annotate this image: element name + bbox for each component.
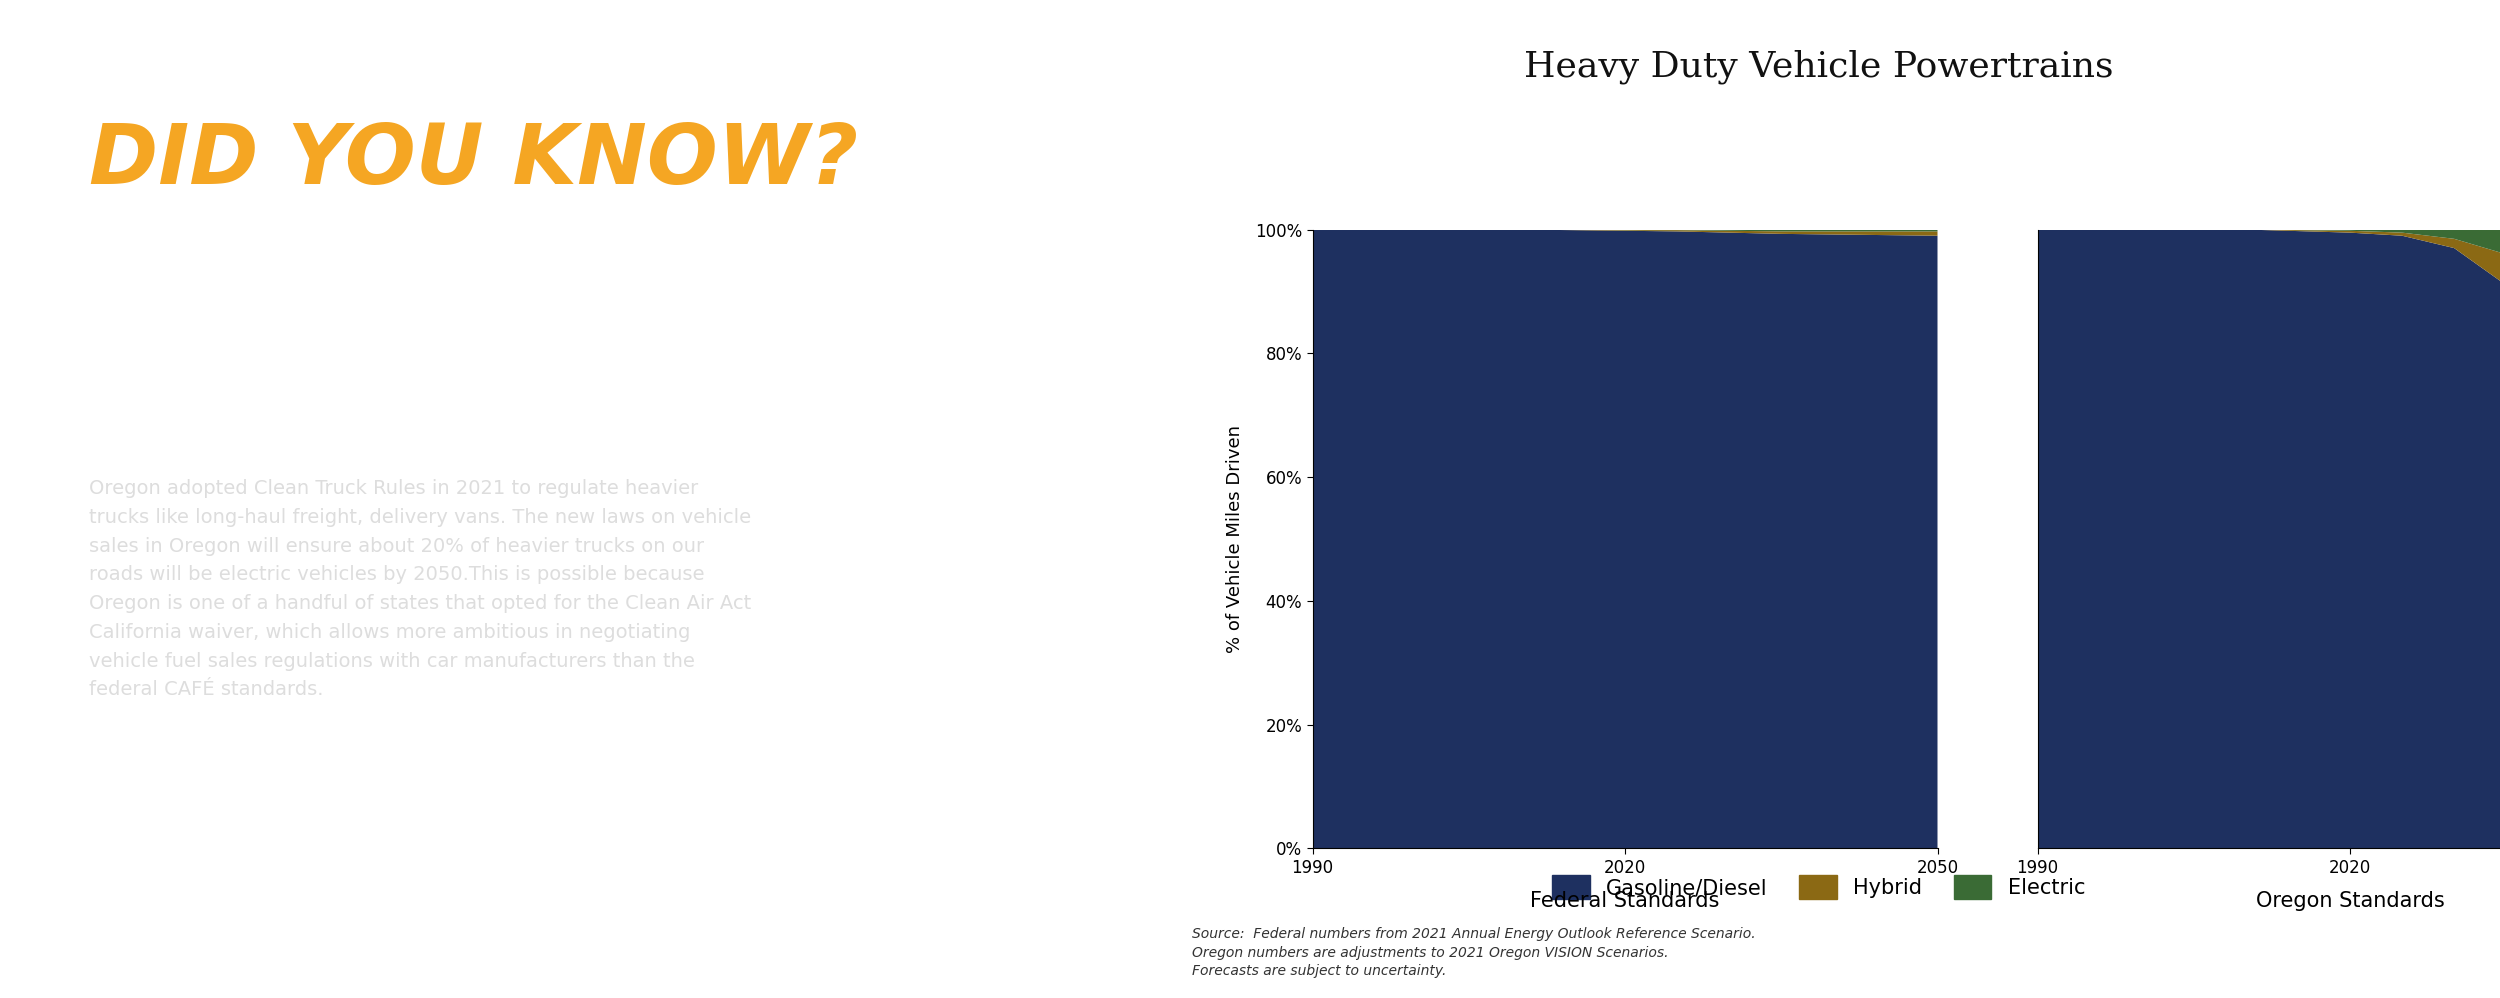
Text: What percentage of Oregon’s heavy trucks will
be electric by 2050?: What percentage of Oregon’s heavy trucks… bbox=[90, 319, 718, 377]
Legend: Gasoline/Diesel, Hybrid, Electric: Gasoline/Diesel, Hybrid, Electric bbox=[1545, 867, 2092, 908]
X-axis label: Oregon Standards: Oregon Standards bbox=[2255, 890, 2445, 910]
Text: Heavy Duty Vehicle Powertrains: Heavy Duty Vehicle Powertrains bbox=[1525, 50, 2112, 85]
Text: DID YOU KNOW?: DID YOU KNOW? bbox=[90, 120, 858, 201]
X-axis label: Federal Standards: Federal Standards bbox=[1530, 890, 1720, 910]
Y-axis label: % of Vehicle Miles Driven: % of Vehicle Miles Driven bbox=[1225, 425, 1242, 653]
Text: Oregon adopted Clean Truck Rules in 2021 to regulate heavier
trucks like long-ha: Oregon adopted Clean Truck Rules in 2021… bbox=[90, 479, 750, 700]
Text: Source:  Federal numbers from 2021 Annual Energy Outlook Reference Scenario.
Ore: Source: Federal numbers from 2021 Annual… bbox=[1192, 927, 1755, 978]
